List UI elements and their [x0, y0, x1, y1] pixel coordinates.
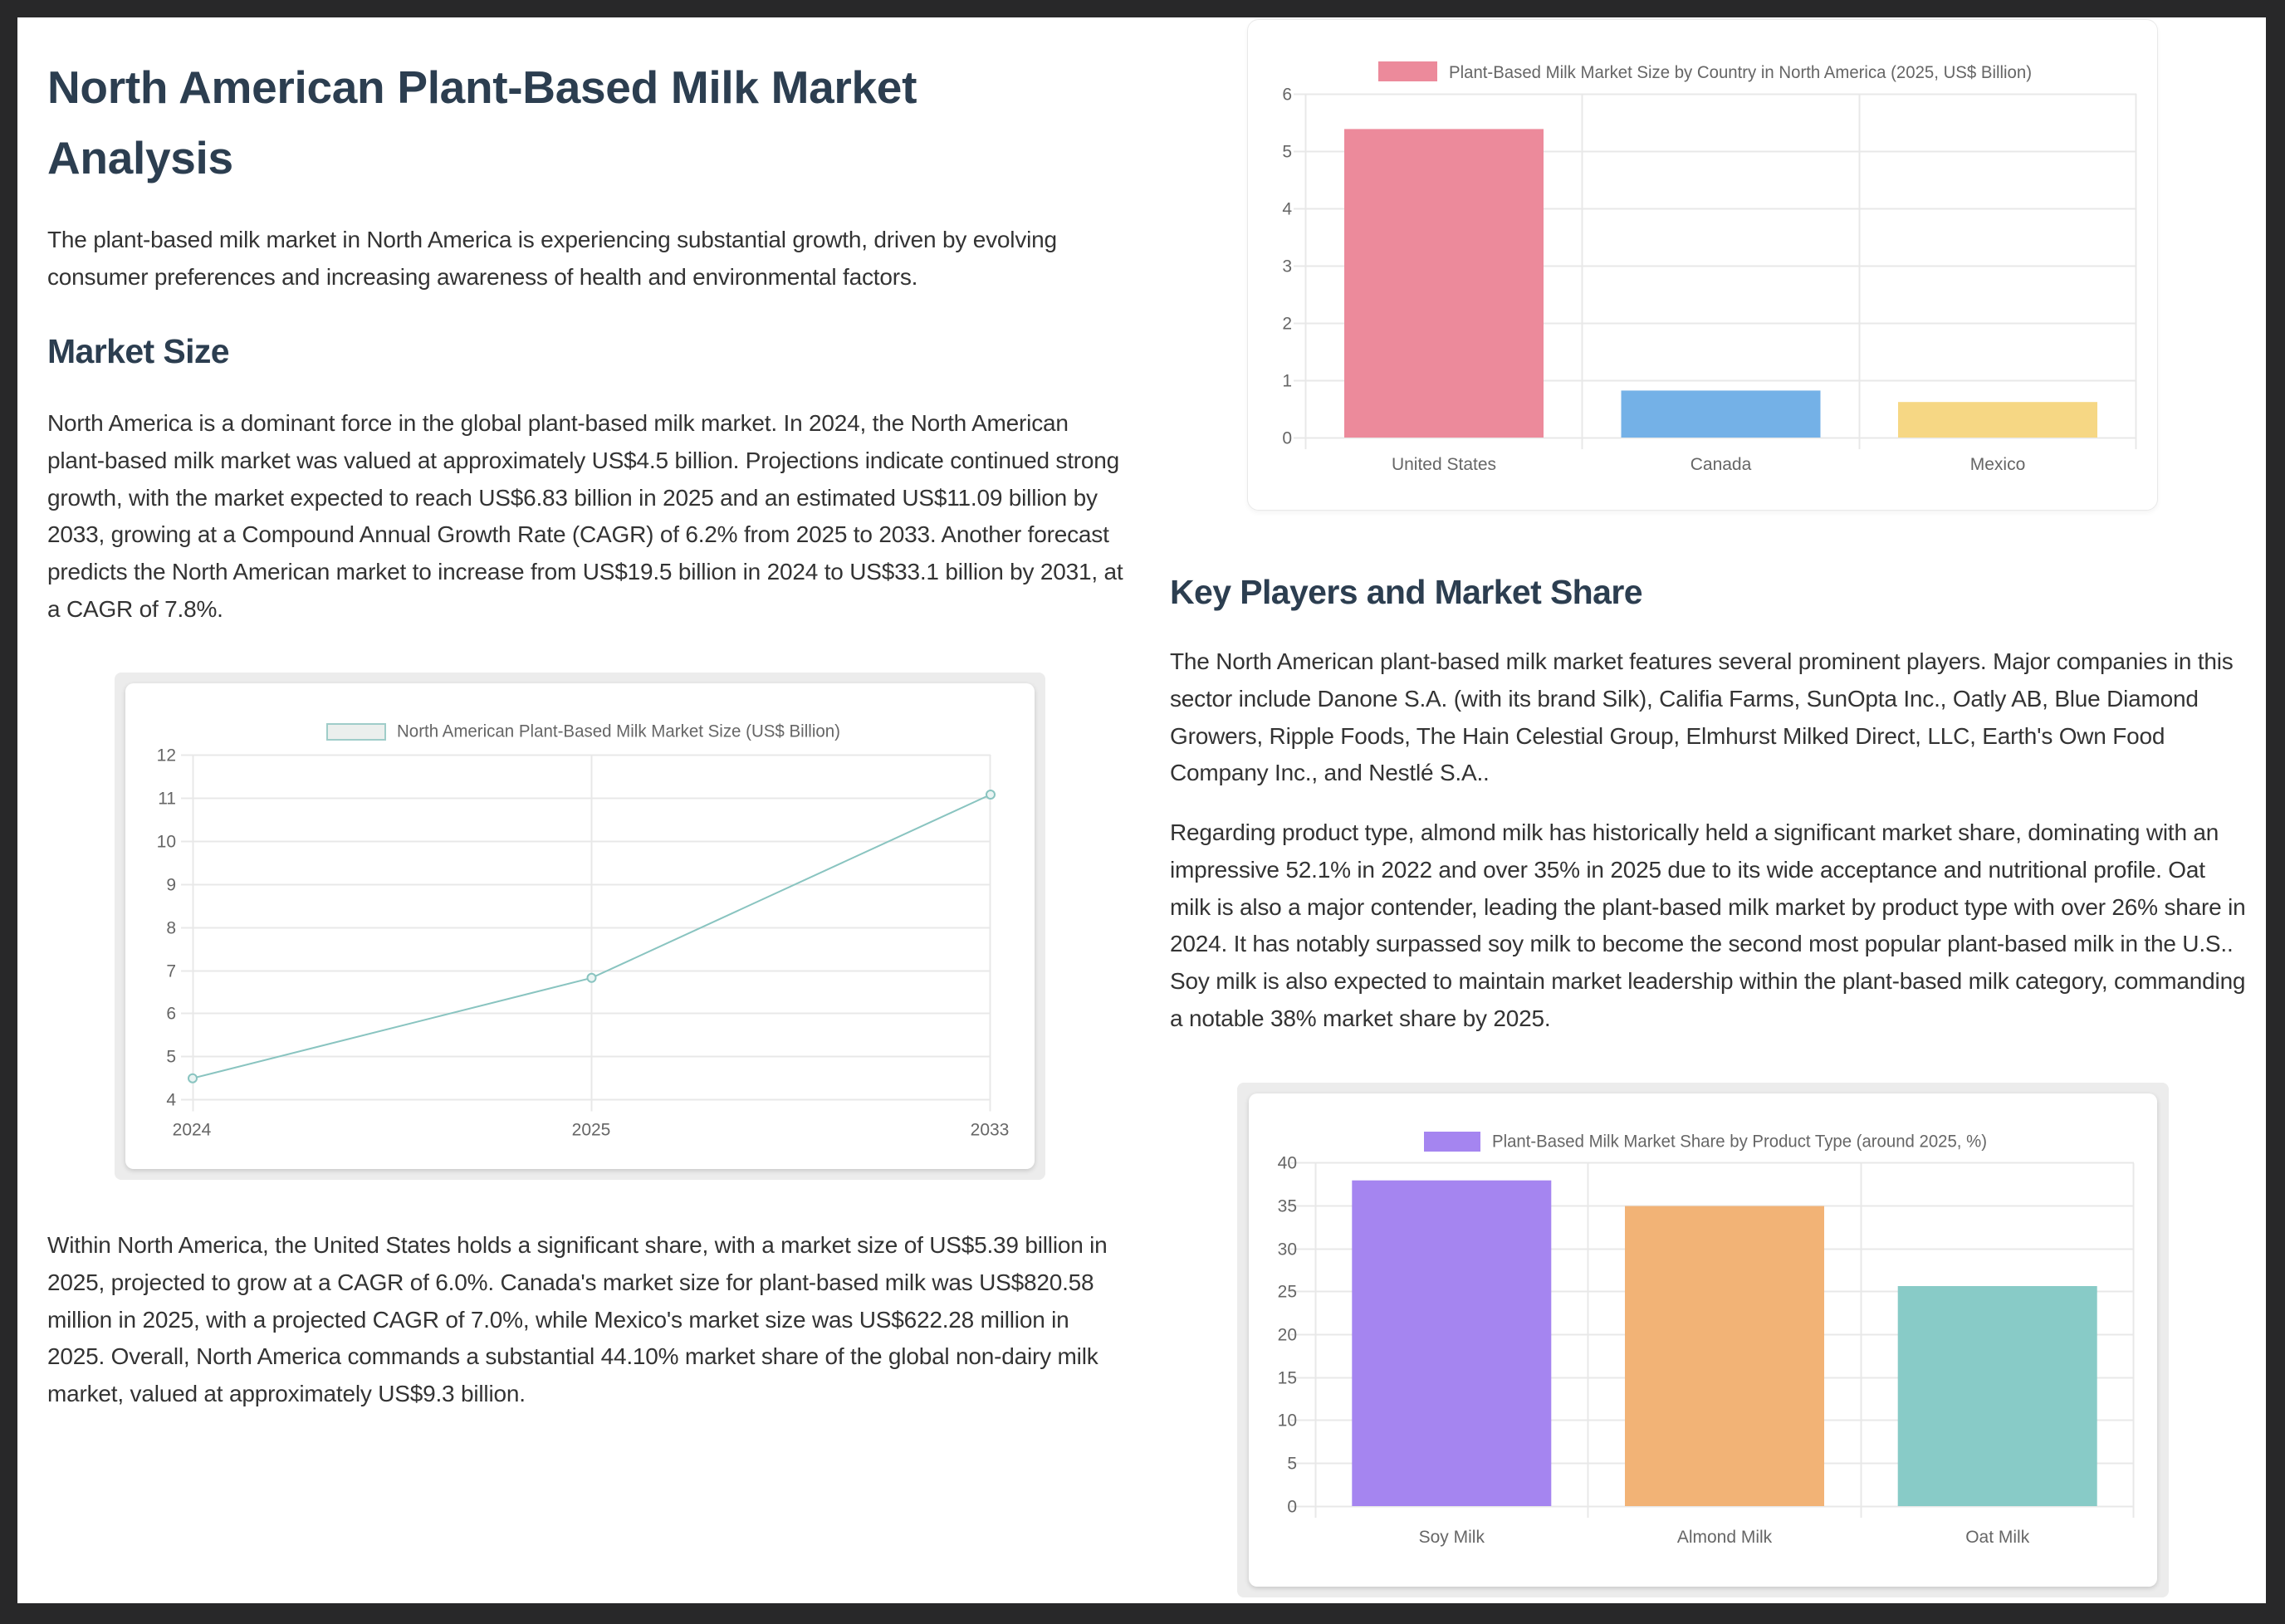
svg-text:Oat Milk: Oat Milk: [1965, 1528, 2030, 1547]
svg-text:6: 6: [166, 1005, 176, 1024]
svg-text:5: 5: [1287, 1455, 1297, 1474]
svg-text:25: 25: [1278, 1283, 1297, 1302]
svg-text:4: 4: [166, 1091, 176, 1110]
svg-text:6: 6: [1282, 86, 1292, 105]
svg-text:11: 11: [158, 790, 176, 809]
svg-text:40: 40: [1278, 1154, 1297, 1173]
svg-text:1: 1: [1282, 372, 1292, 391]
svg-text:0: 0: [1287, 1498, 1297, 1517]
svg-text:Plant-Based Milk Market Size b: Plant-Based Milk Market Size by Country …: [1449, 63, 2032, 82]
svg-text:10: 10: [1278, 1411, 1297, 1431]
svg-text:2024: 2024: [173, 1121, 212, 1140]
svg-text:Almond Milk: Almond Milk: [1677, 1528, 1773, 1547]
svg-text:4: 4: [1282, 200, 1292, 219]
svg-text:2: 2: [1282, 315, 1292, 334]
svg-text:12: 12: [157, 746, 176, 766]
svg-text:35: 35: [1278, 1197, 1297, 1216]
svg-text:10: 10: [157, 833, 176, 852]
svg-text:Canada: Canada: [1691, 455, 1752, 474]
svg-text:2025: 2025: [572, 1121, 611, 1140]
svg-text:Mexico: Mexico: [1970, 455, 2026, 474]
svg-text:5: 5: [166, 1048, 176, 1067]
svg-text:Plant-Based Milk Market Share: Plant-Based Milk Market Share by Product…: [1492, 1132, 1987, 1152]
svg-text:8: 8: [166, 919, 176, 938]
svg-text:20: 20: [1278, 1326, 1297, 1345]
svg-text:0: 0: [1282, 429, 1292, 448]
svg-text:15: 15: [1278, 1369, 1297, 1388]
svg-text:United States: United States: [1392, 455, 1496, 474]
svg-text:3: 3: [1282, 257, 1292, 276]
svg-text:5: 5: [1282, 143, 1292, 162]
svg-text:30: 30: [1278, 1240, 1297, 1260]
svg-text:9: 9: [166, 876, 176, 895]
svg-text:Soy Milk: Soy Milk: [1419, 1528, 1485, 1547]
svg-text:7: 7: [166, 962, 176, 981]
svg-text:North American Plant-Based Mil: North American Plant-Based Milk Market S…: [397, 722, 840, 741]
svg-text:2033: 2033: [971, 1121, 1010, 1140]
